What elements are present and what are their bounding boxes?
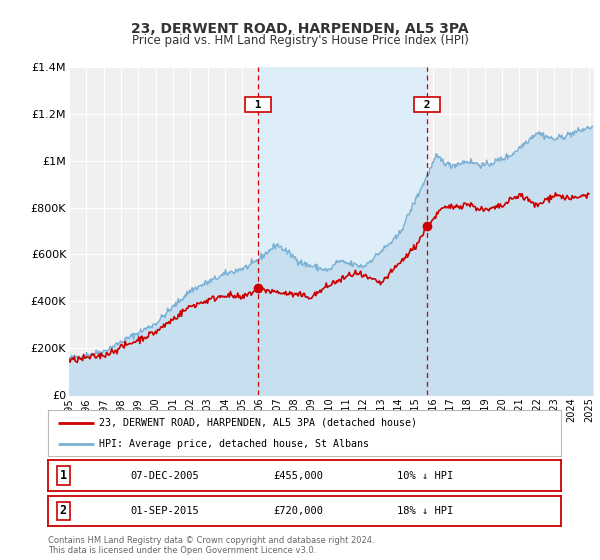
Text: £455,000: £455,000 [274,471,324,480]
Text: 23, DERWENT ROAD, HARPENDEN, AL5 3PA (detached house): 23, DERWENT ROAD, HARPENDEN, AL5 3PA (de… [100,418,418,428]
Text: 10% ↓ HPI: 10% ↓ HPI [397,471,453,480]
Text: 18% ↓ HPI: 18% ↓ HPI [397,506,453,516]
Text: 23, DERWENT ROAD, HARPENDEN, AL5 3PA: 23, DERWENT ROAD, HARPENDEN, AL5 3PA [131,22,469,36]
Text: HPI: Average price, detached house, St Albans: HPI: Average price, detached house, St A… [100,439,370,449]
Text: 2: 2 [417,100,437,110]
Text: 07-DEC-2005: 07-DEC-2005 [130,471,199,480]
Bar [259,67,427,395]
Text: 1: 1 [60,469,67,482]
Text: 01-SEP-2015: 01-SEP-2015 [130,506,199,516]
Text: This data is licensed under the Open Government Licence v3.0.: This data is licensed under the Open Gov… [48,547,316,556]
Text: Contains HM Land Registry data © Crown copyright and database right 2024.: Contains HM Land Registry data © Crown c… [48,536,374,545]
Text: 2: 2 [60,505,67,517]
Text: £720,000: £720,000 [274,506,324,516]
Text: Price paid vs. HM Land Registry's House Price Index (HPI): Price paid vs. HM Land Registry's House … [131,34,469,47]
Text: 1: 1 [248,100,269,110]
